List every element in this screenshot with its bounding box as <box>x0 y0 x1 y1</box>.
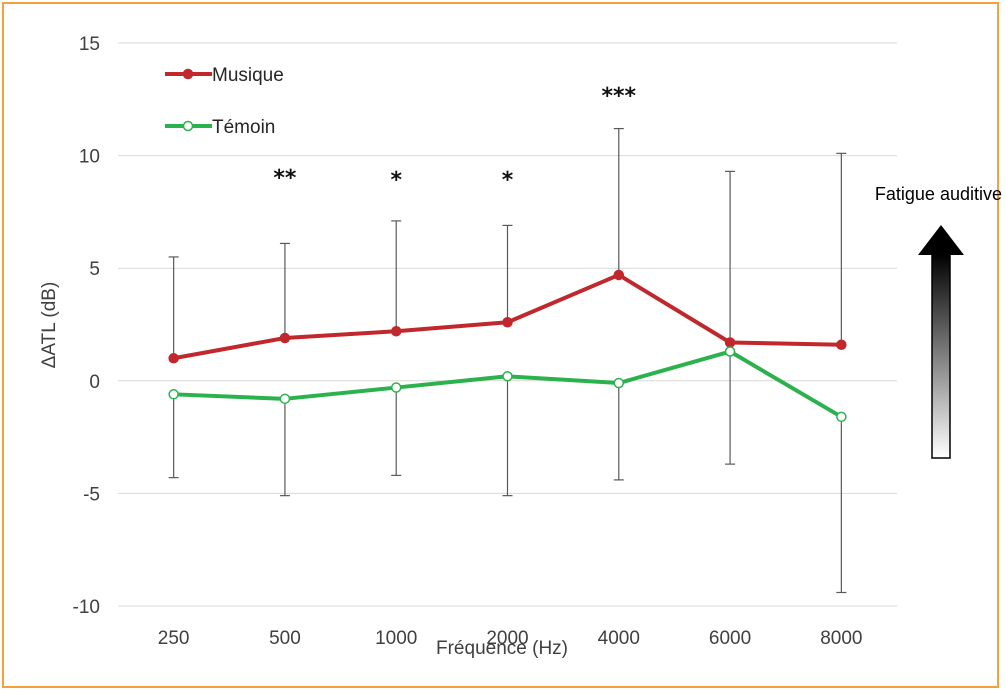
y-tick-label: 5 <box>89 259 100 280</box>
legend-musique-label: Musique <box>212 65 284 86</box>
legend-temoin-marker <box>182 120 194 132</box>
significance-marker: ** <box>273 166 297 191</box>
significance-marker: *** <box>602 84 637 109</box>
data-point-temoin <box>168 389 179 400</box>
x-tick-label: 250 <box>158 628 190 649</box>
significance-marker: * <box>502 168 514 193</box>
x-tick-label: 1000 <box>375 628 417 649</box>
y-tick-label: -5 <box>83 484 100 505</box>
data-point-temoin <box>279 393 291 405</box>
data-point-musique <box>390 326 402 337</box>
data-point-temoin <box>724 346 736 357</box>
fatigue-arrow-shaft <box>931 253 951 459</box>
x-tick-label: 6000 <box>709 628 751 649</box>
data-point-temoin <box>502 371 513 382</box>
data-point-temoin <box>390 382 402 393</box>
x-tick-label: 8000 <box>820 628 862 649</box>
data-point-musique <box>613 269 625 281</box>
fatigue-annotation: Fatigue auditive <box>875 184 1002 204</box>
data-point-musique <box>836 339 847 351</box>
y-tick-label: 10 <box>79 147 100 168</box>
y-tick-label: 0 <box>89 372 100 393</box>
legend-temoin-label: Témoin <box>212 117 275 138</box>
data-point-musique <box>279 332 291 344</box>
x-tick-label: 500 <box>269 628 301 649</box>
y-tick-label: 15 <box>79 34 100 55</box>
significance-marker: * <box>390 168 402 193</box>
x-tick-label: 2000 <box>486 628 528 649</box>
series-points <box>168 269 847 423</box>
legend-musique-marker <box>182 68 194 80</box>
x-tick-label: 4000 <box>598 628 640 649</box>
data-point-temoin <box>613 377 625 389</box>
y-tick-label: -10 <box>73 597 100 618</box>
y-axis-title: ΔATL (dB) <box>39 282 60 369</box>
error-bars <box>168 127 847 594</box>
data-point-musique <box>502 316 513 328</box>
y-tick-labels: 15 10 5 0 -5 -10 <box>73 34 100 618</box>
legend: Musique Témoin <box>165 65 284 138</box>
x-tick-labels: 250 500 1000 2000 4000 6000 8000 <box>158 628 863 649</box>
fatigue-arrow-head <box>918 225 964 255</box>
data-point-musique <box>724 337 736 348</box>
data-point-musique <box>168 353 179 364</box>
data-point-temoin <box>836 411 847 423</box>
x-axis-title: Fréquence (Hz) <box>436 638 568 659</box>
significance-markers: ** * **** <box>273 84 636 193</box>
